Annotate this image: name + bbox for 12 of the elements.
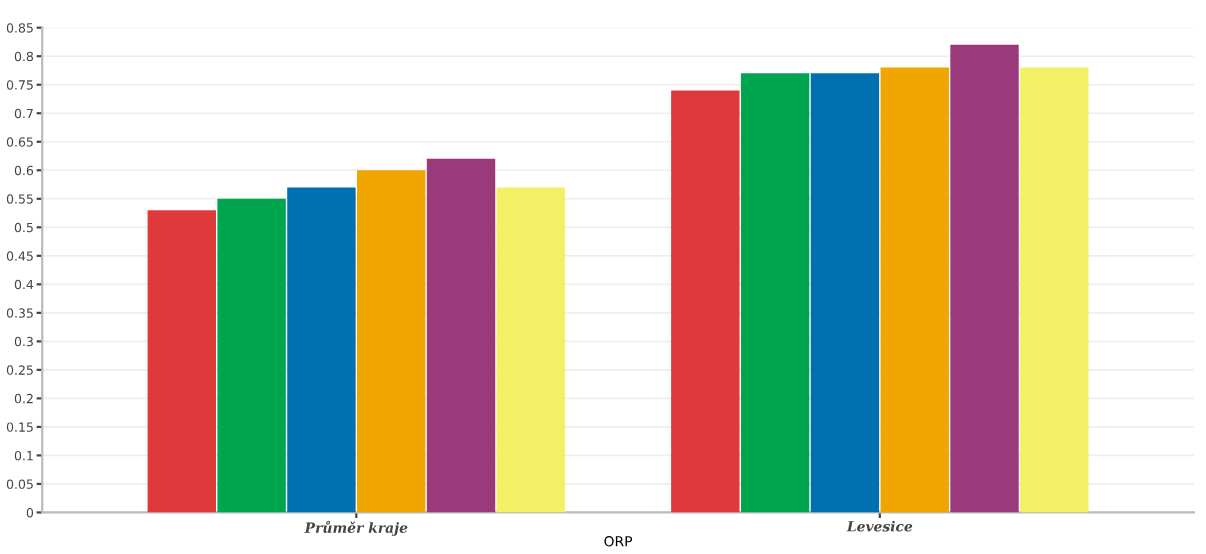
bar bbox=[880, 67, 949, 513]
bar bbox=[950, 44, 1019, 513]
bar bbox=[147, 210, 217, 513]
bar bbox=[496, 187, 566, 513]
bar bbox=[287, 187, 356, 513]
bar bbox=[740, 73, 810, 513]
bar bbox=[810, 73, 880, 513]
bar bbox=[217, 198, 286, 513]
bar bbox=[426, 158, 496, 513]
bar bbox=[1020, 67, 1089, 513]
bar bbox=[357, 170, 426, 513]
bar bbox=[671, 90, 740, 513]
